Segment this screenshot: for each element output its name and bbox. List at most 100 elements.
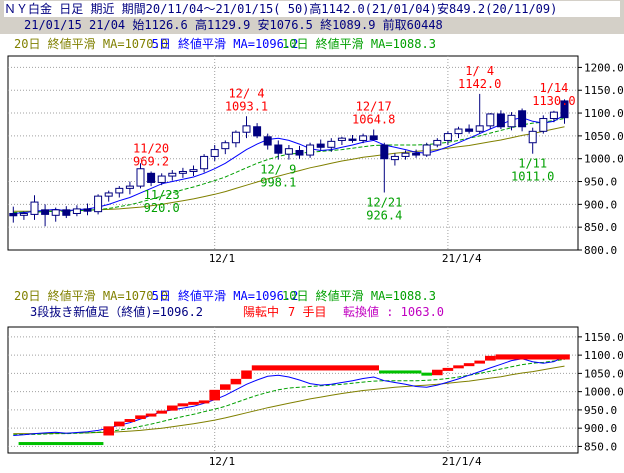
up-candle	[221, 142, 230, 150]
high-value-label: 1130.0	[532, 94, 575, 108]
up-candle	[486, 113, 495, 127]
low-value-label: 926.4	[366, 208, 402, 222]
y-tick-label: 1000.0	[584, 153, 624, 166]
down-candle	[41, 209, 50, 215]
up-candle	[401, 152, 410, 157]
up-candle	[390, 155, 399, 161]
up-candle	[507, 114, 516, 128]
down-candle	[518, 110, 527, 128]
up-candle	[337, 137, 346, 141]
y-tick-label: 950.0	[584, 404, 617, 417]
candlestick-panel: 1200.0 1150.0 1100.0 1050.0 1000.0 950.0 900.0…	[7, 36, 624, 265]
y-tick-label: 1100.0	[584, 349, 624, 362]
y-tick-label: 1150.0	[584, 84, 624, 97]
x-tick-label: 12/1	[209, 252, 236, 265]
y-tick-label: 1200.0	[584, 61, 624, 74]
up-block	[432, 369, 443, 376]
y-tick-label: 900.0	[584, 422, 617, 435]
up-block	[495, 354, 570, 360]
legend-ma10: 10日 終値平滑 MA=1088.3	[282, 288, 436, 303]
down-candle	[83, 208, 92, 212]
y-tick-label: 900.0	[584, 198, 617, 211]
up-candle	[475, 125, 484, 132]
up-block	[135, 415, 146, 420]
up-candle	[157, 175, 166, 183]
up-block	[241, 370, 252, 379]
up-block	[442, 367, 454, 371]
up-candle	[422, 144, 431, 156]
down-candle	[496, 113, 505, 128]
up-candle	[549, 111, 558, 120]
up-candle	[539, 118, 548, 132]
legend-ma10: 10日 終値平滑 MA=1088.3	[282, 36, 436, 51]
low-value-label: 998.1	[260, 176, 296, 190]
up-block	[220, 384, 231, 390]
low-value-label: 920.0	[144, 201, 180, 215]
down-candle	[295, 149, 304, 156]
high-date-label: 12/17	[356, 99, 392, 113]
y-tick-label: 1100.0	[584, 107, 624, 120]
up-candle	[200, 155, 209, 170]
up-candle	[72, 208, 81, 214]
x-tick-label: 21/1/4	[442, 455, 482, 468]
down-candle	[147, 172, 156, 183]
up-block	[251, 365, 379, 371]
up-candle	[433, 139, 442, 146]
y-tick-label: 1000.0	[584, 386, 624, 399]
down-candle	[348, 138, 357, 141]
down-block	[18, 442, 104, 446]
high-date-label: 11/20	[133, 141, 169, 155]
down-candle	[274, 144, 283, 154]
up-block	[188, 401, 199, 405]
up-block	[156, 410, 167, 414]
up-candle	[454, 128, 463, 135]
up-candle	[327, 140, 336, 148]
chart-header: ＮＹ白金 日足 期近 期間20/11/04～21/01/15( 50)高1142…	[0, 0, 624, 34]
up-block	[453, 365, 464, 369]
up-candle	[284, 148, 293, 155]
plot-frame	[7, 326, 579, 454]
high-value-label: 1064.8	[352, 112, 395, 126]
up-candle	[19, 212, 28, 216]
up-candle	[104, 192, 113, 197]
ma20-line	[13, 126, 565, 212]
down-candle	[560, 100, 569, 119]
up-candle	[94, 195, 103, 213]
up-candle	[125, 185, 134, 189]
up-block	[145, 413, 157, 417]
up-candle	[51, 209, 60, 216]
up-candle	[359, 135, 368, 141]
high-value-label: 969.2	[133, 154, 169, 168]
legend-ma5: 5日 終値平滑 MA=1096.2	[152, 288, 299, 303]
down-candle	[369, 135, 378, 141]
y-tick-label: 800.0	[584, 244, 617, 257]
up-candle	[30, 201, 39, 215]
up-candle	[528, 130, 537, 144]
down-candle	[9, 212, 18, 217]
up-block	[485, 355, 496, 361]
x-tick-label: 21/1/4	[442, 252, 482, 265]
high-date-label: 1/14	[539, 81, 568, 95]
up-candle	[168, 172, 177, 177]
up-candle	[242, 125, 251, 133]
high-value-label: 1093.1	[225, 99, 268, 113]
y-tick-label: 850.0	[584, 440, 617, 453]
up-candle	[231, 131, 240, 144]
up-candle	[136, 168, 145, 187]
up-block	[177, 403, 189, 407]
up-candle	[210, 149, 219, 157]
high-date-label: 1/ 4	[465, 64, 494, 78]
ma5-line	[13, 114, 565, 214]
low-date-label: 12/ 9	[260, 163, 296, 177]
legend-ma20: 20日 終値平滑 MA=1070.0	[14, 36, 168, 51]
low-date-label: 1/11	[518, 157, 547, 171]
down-block	[421, 372, 432, 376]
down-candle	[465, 128, 474, 132]
up-block	[474, 360, 485, 364]
up-candle	[115, 187, 124, 194]
x-tick-label: 12/1	[209, 455, 236, 468]
three-line-break-panel: 1150.0 1100.0 1050.0 1000.0 950.0 900.0 850.0 1…	[7, 288, 624, 468]
down-candle	[412, 152, 421, 156]
up-candle	[189, 169, 198, 172]
